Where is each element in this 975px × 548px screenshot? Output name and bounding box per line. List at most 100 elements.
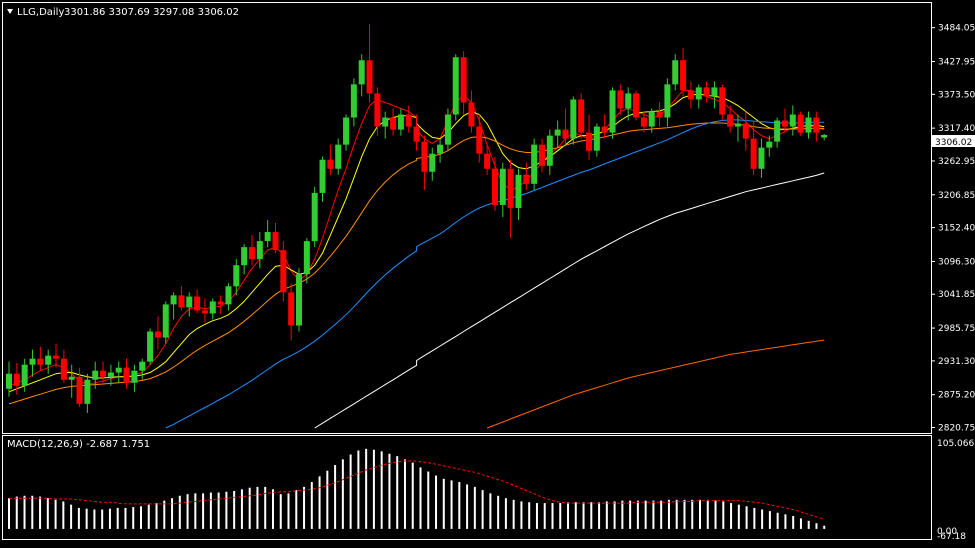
macd-histogram	[8, 448, 826, 529]
candle-bull	[162, 304, 169, 338]
candle-bull	[382, 117, 389, 127]
candle-bull	[734, 123, 741, 127]
candle-bull	[358, 60, 365, 85]
candle-bull	[789, 114, 796, 127]
moving-average-line-4	[314, 172, 825, 429]
candle-bear	[288, 292, 295, 326]
candle-bull	[343, 117, 350, 145]
candle-bull	[147, 331, 154, 362]
candle-bull	[209, 301, 216, 314]
candle-bear	[217, 301, 224, 305]
candle-bull	[397, 114, 404, 130]
candle-bear	[781, 120, 788, 127]
candle-bull	[225, 286, 232, 305]
candle-bull	[648, 111, 655, 127]
candle-bull	[139, 361, 146, 371]
candle-bull	[296, 274, 303, 326]
candle-bear	[154, 331, 161, 338]
candle-bull	[499, 168, 506, 205]
candle-bear	[248, 247, 255, 260]
price-panel-frame	[2, 2, 932, 434]
candle-bear	[201, 310, 208, 314]
candle-bear	[687, 90, 694, 100]
price-tick-label: 3484.05	[938, 24, 975, 34]
price-tick-label: 3206.85	[938, 191, 975, 201]
price-tick-label: 3373.50	[938, 90, 975, 100]
candle-bull	[233, 265, 240, 287]
triangle-down-icon[interactable]	[7, 9, 13, 14]
candle-bull	[766, 141, 773, 148]
candle-bear	[538, 144, 545, 166]
candle-bear	[523, 174, 530, 184]
candle-bear	[123, 367, 130, 383]
candle-bear	[468, 102, 475, 127]
candle-bull	[303, 241, 310, 275]
candle-bull	[92, 370, 99, 380]
candle-bear	[194, 296, 201, 311]
candle-bull	[131, 370, 138, 383]
candle-bull	[437, 144, 444, 154]
candle-bull	[821, 134, 828, 138]
candle-bear	[374, 93, 381, 127]
candle-bear	[601, 126, 608, 133]
price-axis: 3484.05 3427.95 3373.50 3317.40 3262.95 3206.…	[931, 24, 975, 434]
candle-bear	[586, 132, 593, 151]
candle-bull	[515, 174, 522, 208]
candle-bear	[491, 168, 498, 205]
price-tick-label: 2820.75	[938, 424, 975, 434]
candle-bull	[711, 87, 718, 97]
candle-bear	[37, 358, 44, 365]
candle-bull	[774, 120, 781, 142]
candle-bull	[68, 376, 75, 380]
candle-bull	[6, 373, 12, 389]
candle-bull	[170, 295, 177, 305]
candle-bear	[100, 370, 107, 377]
candle-bull	[805, 117, 812, 133]
candle-bear	[413, 126, 420, 142]
candle-bear	[727, 114, 734, 127]
candle-bull	[319, 159, 326, 193]
macd-signal-line	[9, 460, 825, 520]
candle-bear	[656, 111, 663, 118]
candle-bull	[625, 93, 632, 109]
candle-bear	[327, 159, 334, 169]
candle-bull	[554, 129, 561, 136]
macd-tick-zero: 0.00	[937, 527, 957, 537]
candle-bear	[680, 60, 687, 91]
candle-bear	[272, 232, 279, 251]
moving-average-line-3	[165, 119, 825, 429]
candle-bull	[452, 57, 459, 115]
candle-bull	[115, 367, 122, 373]
candles	[6, 24, 828, 413]
moving-average-line-5	[486, 339, 825, 429]
candle-bull	[672, 60, 679, 85]
candle-bear	[719, 87, 726, 115]
candle-bear	[53, 355, 60, 359]
candle-bull	[609, 90, 616, 133]
candle-bull	[444, 114, 451, 145]
candle-bear	[390, 117, 397, 130]
current-price-tag	[932, 135, 975, 147]
candle-bull	[256, 241, 263, 260]
price-tick-label: 2985.75	[938, 324, 975, 334]
ohlc-readout: 3301.86 3307.69 3297.08 3306.02	[64, 7, 239, 18]
candle-bull	[107, 372, 114, 377]
candle-bull	[593, 126, 600, 151]
candle-bull	[45, 355, 52, 365]
candle-bull	[429, 153, 436, 172]
candle-bull	[311, 192, 318, 242]
candle-bull	[570, 99, 577, 139]
price-tick-label: 2931.30	[938, 357, 975, 367]
candle-bull	[758, 147, 765, 169]
price-tick-label: 3041.85	[938, 290, 975, 300]
candle-bear	[366, 60, 373, 94]
candle-bull	[264, 232, 271, 242]
candle-bear	[405, 114, 412, 127]
candle-bear	[421, 141, 428, 172]
candle-bull	[695, 87, 702, 100]
price-tick-label: 3152.40	[938, 224, 975, 234]
candle-bull	[186, 296, 193, 308]
